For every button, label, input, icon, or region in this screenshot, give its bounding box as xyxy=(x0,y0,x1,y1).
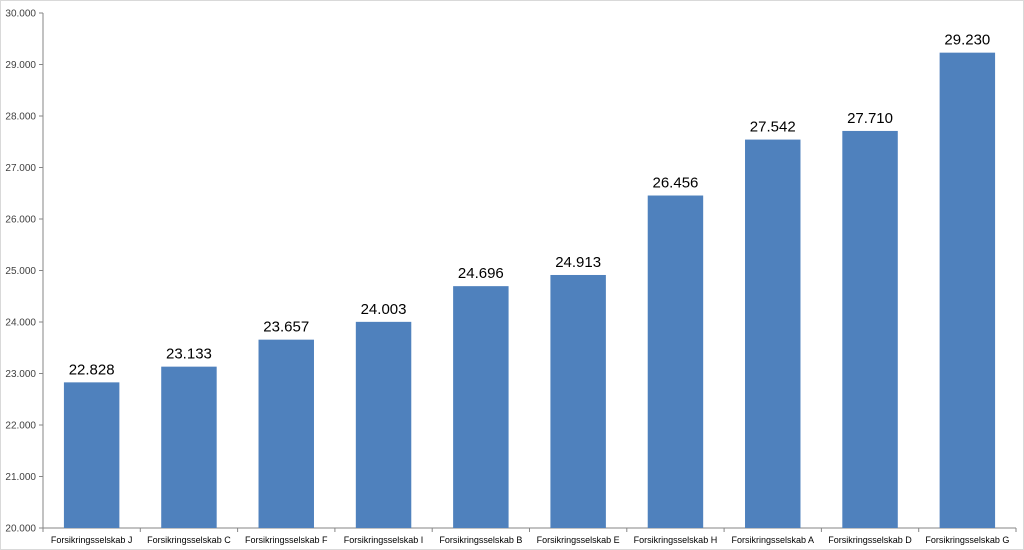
y-tick-label: 28.000 xyxy=(5,112,36,123)
y-tick-label: 24.000 xyxy=(5,318,36,329)
category-label: Forsikringsselskab I xyxy=(344,535,424,545)
labels: 22.828 Forsikringsselskab J 23.133 Forsikri… xyxy=(51,32,1009,545)
y-tick-label: 26.000 xyxy=(5,215,36,226)
data-label: 24.913 xyxy=(555,254,601,271)
data-label: 22.828 xyxy=(69,361,115,378)
bar xyxy=(161,366,217,528)
y-tick-label: 21.000 xyxy=(5,472,36,483)
bar xyxy=(745,139,801,528)
category-label: Forsikringsselskab J xyxy=(51,535,133,545)
y-tick-label: 29.000 xyxy=(5,60,36,71)
bars xyxy=(63,52,996,529)
category-label: Forsikringsselskab C xyxy=(147,535,231,545)
category-label: Forsikringsselskab H xyxy=(634,535,718,545)
category-label: Forsikringsselskab D xyxy=(828,535,912,545)
data-label: 29.230 xyxy=(944,32,990,49)
category-label: Forsikringsselskab G xyxy=(925,535,1009,545)
bar xyxy=(355,321,412,528)
data-label: 26.456 xyxy=(653,175,699,192)
category-label: Forsikringsselskab B xyxy=(439,535,522,545)
category-label: Forsikringsselskab A xyxy=(731,535,814,545)
category-label: Forsikringsselskab F xyxy=(245,535,328,545)
bar xyxy=(647,195,704,529)
y-tick-label: 20.000 xyxy=(5,524,36,535)
bar xyxy=(453,286,509,528)
y-tick-label: 25.000 xyxy=(5,266,36,277)
category-label: Forsikringsselskab E xyxy=(537,535,620,545)
data-label: 23.657 xyxy=(263,319,309,336)
y-tick-label: 23.000 xyxy=(5,369,36,380)
y-tick-label: 22.000 xyxy=(5,421,36,432)
data-label: 23.133 xyxy=(166,346,212,363)
bar xyxy=(258,339,314,528)
y-tick-label: 27.000 xyxy=(5,163,36,174)
bar xyxy=(939,52,996,528)
bar xyxy=(842,130,898,528)
data-label: 27.542 xyxy=(750,119,796,136)
data-label: 24.003 xyxy=(361,301,407,318)
data-label: 24.696 xyxy=(458,265,504,282)
y-tick-label: 30.000 xyxy=(5,9,36,20)
bar xyxy=(550,274,606,528)
bar xyxy=(63,382,120,528)
data-label: 27.710 xyxy=(847,110,893,127)
